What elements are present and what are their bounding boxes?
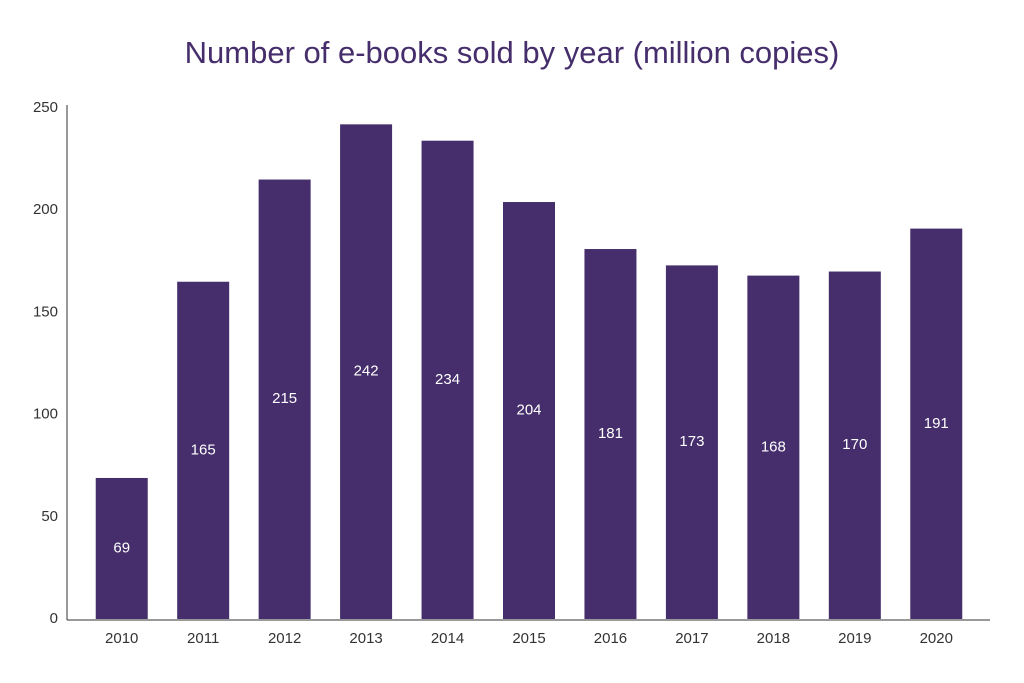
x-tick-label: 2011 bbox=[187, 630, 219, 647]
x-tick-label: 2015 bbox=[512, 630, 545, 647]
x-tick-label: 2014 bbox=[431, 630, 464, 647]
x-tick-label: 2013 bbox=[349, 630, 382, 647]
bar bbox=[584, 249, 637, 619]
bar bbox=[747, 275, 800, 619]
value-label: 173 bbox=[679, 433, 704, 450]
bar bbox=[503, 202, 555, 620]
bar bbox=[828, 271, 881, 619]
value-label: 215 bbox=[272, 390, 297, 407]
x-tick-label: 2010 bbox=[105, 630, 138, 647]
x-tick-label: 2017 bbox=[675, 630, 708, 647]
x-tick-label: 2020 bbox=[920, 630, 953, 647]
value-label: 234 bbox=[435, 371, 460, 388]
bar bbox=[421, 140, 474, 620]
x-tick-label: 2016 bbox=[594, 630, 627, 647]
value-label: 170 bbox=[842, 436, 867, 453]
y-tick-label: 100 bbox=[33, 406, 58, 423]
value-label: 165 bbox=[191, 441, 216, 458]
value-label: 181 bbox=[598, 425, 623, 442]
bar bbox=[177, 281, 230, 619]
value-label: 168 bbox=[761, 438, 786, 455]
value-label: 69 bbox=[113, 539, 130, 556]
bar bbox=[665, 265, 718, 619]
x-tick-label: 2012 bbox=[268, 630, 301, 647]
x-tick-label: 2018 bbox=[757, 630, 790, 647]
value-label: 204 bbox=[516, 401, 541, 418]
y-tick-label: 200 bbox=[33, 201, 58, 218]
value-label: 191 bbox=[924, 415, 949, 432]
value-label: 242 bbox=[354, 363, 379, 380]
bar bbox=[340, 124, 393, 620]
y-tick-label: 150 bbox=[33, 303, 58, 320]
bar bbox=[258, 179, 311, 620]
y-tick-label: 50 bbox=[41, 508, 58, 525]
x-tick-label: 2019 bbox=[838, 630, 871, 647]
y-tick-label: 0 bbox=[50, 610, 58, 627]
bar bbox=[910, 228, 963, 619]
y-tick-label: 250 bbox=[33, 99, 58, 116]
bar bbox=[95, 477, 148, 619]
chart-title: Number of e-books sold by year (million … bbox=[185, 35, 840, 70]
